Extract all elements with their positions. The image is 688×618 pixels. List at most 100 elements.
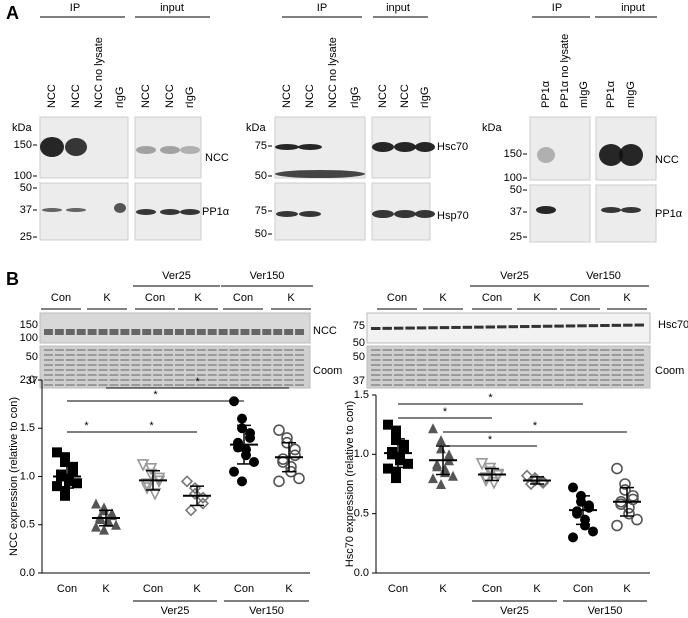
band bbox=[451, 359, 461, 361]
y-tick-label: 1.0 bbox=[20, 470, 35, 482]
header: IP bbox=[317, 2, 327, 14]
band bbox=[284, 354, 294, 356]
band bbox=[588, 324, 599, 328]
band bbox=[185, 359, 195, 361]
band bbox=[451, 349, 461, 351]
band bbox=[207, 369, 217, 371]
band bbox=[439, 369, 450, 371]
band bbox=[196, 359, 206, 361]
band bbox=[462, 369, 473, 371]
band bbox=[519, 354, 530, 356]
band bbox=[98, 384, 108, 386]
band bbox=[142, 354, 152, 356]
band bbox=[451, 325, 461, 329]
band bbox=[542, 374, 553, 376]
kda-label: 37 bbox=[20, 204, 32, 216]
band bbox=[40, 137, 64, 157]
y-tick-label: 1.5 bbox=[354, 389, 369, 401]
band bbox=[120, 364, 130, 366]
band bbox=[207, 354, 217, 356]
significance-label: * bbox=[84, 420, 89, 432]
band bbox=[554, 354, 564, 356]
group-label: Ver25 bbox=[500, 605, 529, 617]
band bbox=[371, 359, 381, 361]
band bbox=[577, 374, 587, 376]
significance-label: * bbox=[488, 392, 493, 404]
band bbox=[262, 379, 272, 381]
band bbox=[295, 374, 304, 376]
band bbox=[439, 374, 450, 376]
band bbox=[153, 374, 163, 376]
band bbox=[262, 354, 272, 356]
band bbox=[634, 379, 644, 381]
band bbox=[284, 329, 294, 335]
band bbox=[87, 384, 97, 386]
x-tick-label: Con bbox=[57, 583, 77, 595]
band bbox=[531, 384, 541, 386]
band bbox=[508, 354, 518, 356]
band bbox=[415, 142, 435, 152]
point bbox=[524, 477, 538, 491]
band bbox=[451, 364, 461, 366]
band bbox=[273, 359, 283, 361]
band bbox=[428, 369, 438, 371]
band bbox=[284, 349, 294, 351]
point bbox=[245, 432, 255, 443]
band bbox=[164, 354, 173, 356]
significance-label: * bbox=[195, 376, 200, 388]
band bbox=[65, 364, 75, 366]
x-tick-label: K bbox=[439, 583, 447, 595]
band bbox=[299, 211, 321, 217]
point bbox=[448, 470, 458, 481]
header: IP bbox=[552, 2, 562, 14]
band bbox=[519, 364, 530, 366]
band bbox=[76, 369, 86, 371]
point bbox=[391, 473, 401, 484]
lane-label: NCC bbox=[399, 84, 411, 108]
x-tick-label: K bbox=[533, 583, 541, 595]
band bbox=[485, 349, 496, 351]
band bbox=[371, 384, 381, 386]
band bbox=[372, 210, 394, 218]
band bbox=[251, 354, 261, 356]
band bbox=[474, 364, 484, 366]
point bbox=[444, 449, 454, 460]
band bbox=[65, 359, 75, 361]
point bbox=[383, 463, 393, 474]
band bbox=[295, 379, 304, 381]
band bbox=[240, 349, 250, 351]
band bbox=[611, 379, 622, 381]
band bbox=[371, 374, 381, 376]
band bbox=[394, 210, 416, 218]
band bbox=[136, 209, 156, 215]
kda-label: 50 bbox=[353, 351, 365, 363]
band bbox=[142, 374, 152, 376]
band bbox=[474, 379, 484, 381]
band bbox=[120, 359, 130, 361]
band bbox=[382, 354, 392, 356]
band bbox=[588, 384, 599, 386]
band bbox=[87, 359, 97, 361]
kda-label: 150 bbox=[20, 319, 38, 331]
band bbox=[262, 364, 272, 366]
band bbox=[416, 326, 427, 330]
band bbox=[439, 349, 450, 351]
significance-label: * bbox=[149, 420, 154, 432]
band bbox=[611, 374, 622, 376]
band bbox=[623, 354, 633, 356]
point bbox=[391, 425, 401, 436]
lane-label: NCC bbox=[281, 84, 293, 108]
point bbox=[391, 435, 401, 446]
band bbox=[508, 384, 518, 386]
point bbox=[403, 458, 413, 469]
band bbox=[44, 384, 53, 386]
band bbox=[531, 364, 541, 366]
band bbox=[98, 364, 108, 366]
band bbox=[54, 374, 64, 376]
point bbox=[584, 502, 594, 513]
band bbox=[371, 379, 381, 381]
band bbox=[623, 323, 633, 327]
lane-label: PP1α bbox=[605, 80, 617, 108]
band bbox=[131, 374, 141, 376]
band bbox=[416, 354, 427, 356]
